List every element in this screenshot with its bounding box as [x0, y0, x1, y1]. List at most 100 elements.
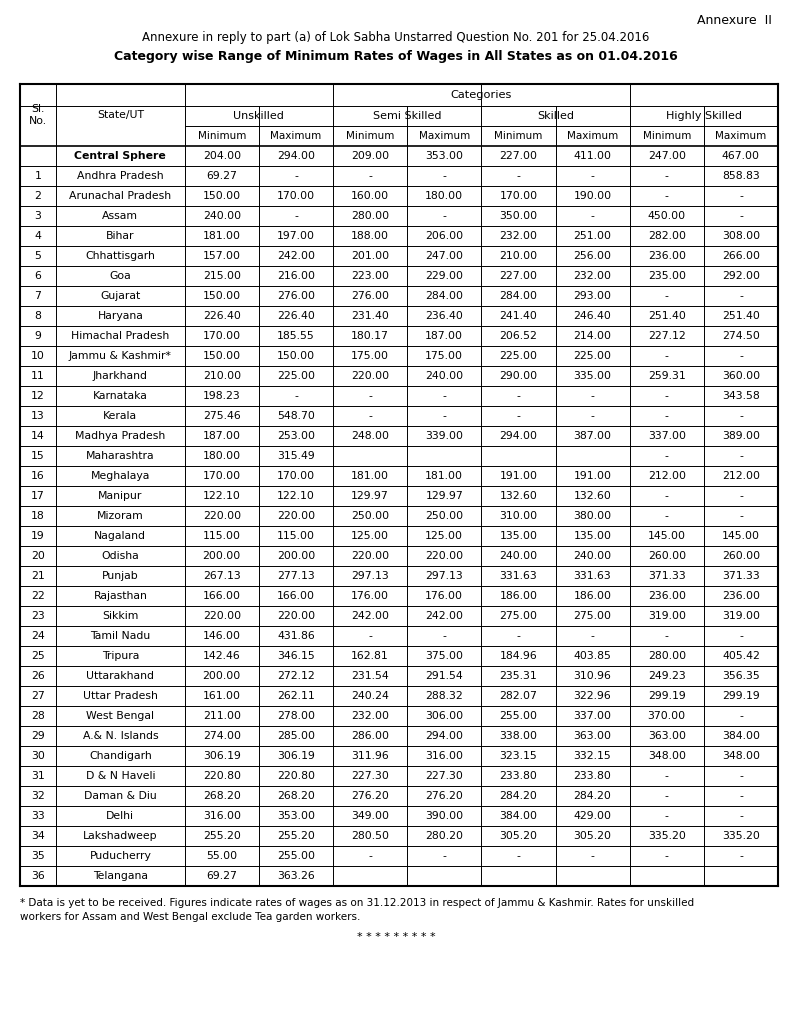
Text: 250.00: 250.00	[425, 511, 463, 521]
Text: 349.00: 349.00	[351, 811, 389, 821]
Text: 176.00: 176.00	[425, 591, 463, 601]
Text: Jharkhand: Jharkhand	[93, 371, 148, 381]
Text: 335.20: 335.20	[648, 831, 686, 841]
Text: Madhya Pradesh: Madhya Pradesh	[75, 431, 166, 441]
Text: Arunachal Pradesh: Arunachal Pradesh	[69, 191, 171, 201]
Text: -: -	[664, 490, 668, 501]
Text: -: -	[516, 391, 520, 401]
Text: -: -	[294, 171, 298, 181]
Text: Maximum: Maximum	[567, 131, 619, 141]
Text: 276.00: 276.00	[351, 291, 389, 301]
Text: -: -	[294, 391, 298, 401]
Text: 429.00: 429.00	[573, 811, 611, 821]
Text: 339.00: 339.00	[425, 431, 463, 441]
Text: 187.00: 187.00	[425, 331, 463, 341]
Text: 251.40: 251.40	[722, 311, 760, 321]
Text: -: -	[516, 631, 520, 641]
Text: workers for Assam and West Bengal exclude Tea garden workers.: workers for Assam and West Bengal exclud…	[20, 912, 360, 922]
Text: Chhattisgarh: Chhattisgarh	[86, 251, 155, 261]
Text: 255.00: 255.00	[277, 851, 315, 861]
Text: 186.00: 186.00	[573, 591, 611, 601]
Text: Uttarakhand: Uttarakhand	[86, 671, 154, 681]
Text: 242.00: 242.00	[425, 611, 463, 621]
Text: 125.00: 125.00	[351, 531, 389, 541]
Text: -: -	[516, 171, 520, 181]
Text: 389.00: 389.00	[722, 431, 760, 441]
Text: -: -	[442, 211, 446, 221]
Text: Sl.
No.: Sl. No.	[29, 104, 47, 126]
Text: 170.00: 170.00	[277, 471, 315, 481]
Text: 284.00: 284.00	[425, 291, 463, 301]
Text: 316.00: 316.00	[203, 811, 241, 821]
Text: 35: 35	[31, 851, 45, 861]
Text: -: -	[664, 631, 668, 641]
Text: -: -	[739, 511, 743, 521]
Text: 411.00: 411.00	[573, 151, 611, 161]
Text: 294.00: 294.00	[425, 731, 463, 741]
Text: 122.10: 122.10	[203, 490, 241, 501]
Text: 240.00: 240.00	[500, 551, 538, 561]
Text: -: -	[591, 851, 595, 861]
Text: Meghalaya: Meghalaya	[90, 471, 150, 481]
Text: Category wise Range of Minimum Rates of Wages in All States as on 01.04.2016: Category wise Range of Minimum Rates of …	[114, 50, 678, 63]
Text: 225.00: 225.00	[277, 371, 315, 381]
Text: 18: 18	[31, 511, 45, 521]
Text: 187.00: 187.00	[203, 431, 241, 441]
Text: -: -	[591, 631, 595, 641]
Text: Highly Skilled: Highly Skilled	[666, 111, 742, 121]
Text: 191.00: 191.00	[500, 471, 538, 481]
Text: 348.00: 348.00	[722, 751, 760, 761]
Text: -: -	[368, 171, 372, 181]
Text: 17: 17	[31, 490, 45, 501]
Text: Daman & Diu: Daman & Diu	[84, 791, 157, 801]
Text: 285.00: 285.00	[277, 731, 315, 741]
Text: 275.46: 275.46	[203, 411, 241, 421]
Text: Jammu & Kashmir*: Jammu & Kashmir*	[69, 351, 172, 361]
Text: 150.00: 150.00	[203, 191, 241, 201]
Text: 211.00: 211.00	[203, 711, 241, 721]
Text: 233.80: 233.80	[573, 771, 611, 781]
Text: -: -	[664, 411, 668, 421]
Text: 227.30: 227.30	[351, 771, 389, 781]
Text: -: -	[442, 411, 446, 421]
Text: 353.00: 353.00	[277, 811, 315, 821]
Text: 240.00: 240.00	[573, 551, 611, 561]
Text: -: -	[591, 211, 595, 221]
Text: 310.96: 310.96	[573, 671, 611, 681]
Text: 31: 31	[31, 771, 45, 781]
Text: Nagaland: Nagaland	[94, 531, 147, 541]
Text: 267.13: 267.13	[203, 571, 241, 581]
Text: Puducherry: Puducherry	[89, 851, 151, 861]
Text: 249.23: 249.23	[648, 671, 686, 681]
Text: -: -	[739, 351, 743, 361]
Text: 266.00: 266.00	[722, 251, 760, 261]
Text: 7: 7	[35, 291, 41, 301]
Text: 275.00: 275.00	[500, 611, 538, 621]
Text: -: -	[368, 851, 372, 861]
Text: 175.00: 175.00	[425, 351, 463, 361]
Text: Odisha: Odisha	[101, 551, 139, 561]
Text: Minimum: Minimum	[197, 131, 246, 141]
Text: 212.00: 212.00	[722, 471, 760, 481]
Text: -: -	[664, 191, 668, 201]
Text: 240.00: 240.00	[203, 211, 241, 221]
Text: 170.00: 170.00	[203, 331, 241, 341]
Text: 226.40: 226.40	[277, 311, 315, 321]
Text: 323.15: 323.15	[500, 751, 537, 761]
Text: -: -	[664, 771, 668, 781]
Text: 227.00: 227.00	[500, 151, 538, 161]
Text: 294.00: 294.00	[277, 151, 315, 161]
Text: -: -	[442, 631, 446, 641]
Text: 184.96: 184.96	[500, 651, 537, 662]
Text: 33: 33	[31, 811, 45, 821]
Text: Assam: Assam	[102, 211, 139, 221]
Text: 282.00: 282.00	[648, 231, 686, 241]
Text: 10: 10	[31, 351, 45, 361]
Text: 220.00: 220.00	[277, 611, 315, 621]
Text: Delhi: Delhi	[106, 811, 135, 821]
Text: -: -	[739, 211, 743, 221]
Text: 253.00: 253.00	[277, 431, 315, 441]
Text: 188.00: 188.00	[351, 231, 389, 241]
Text: 236.00: 236.00	[722, 591, 760, 601]
Text: 231.40: 231.40	[351, 311, 389, 321]
